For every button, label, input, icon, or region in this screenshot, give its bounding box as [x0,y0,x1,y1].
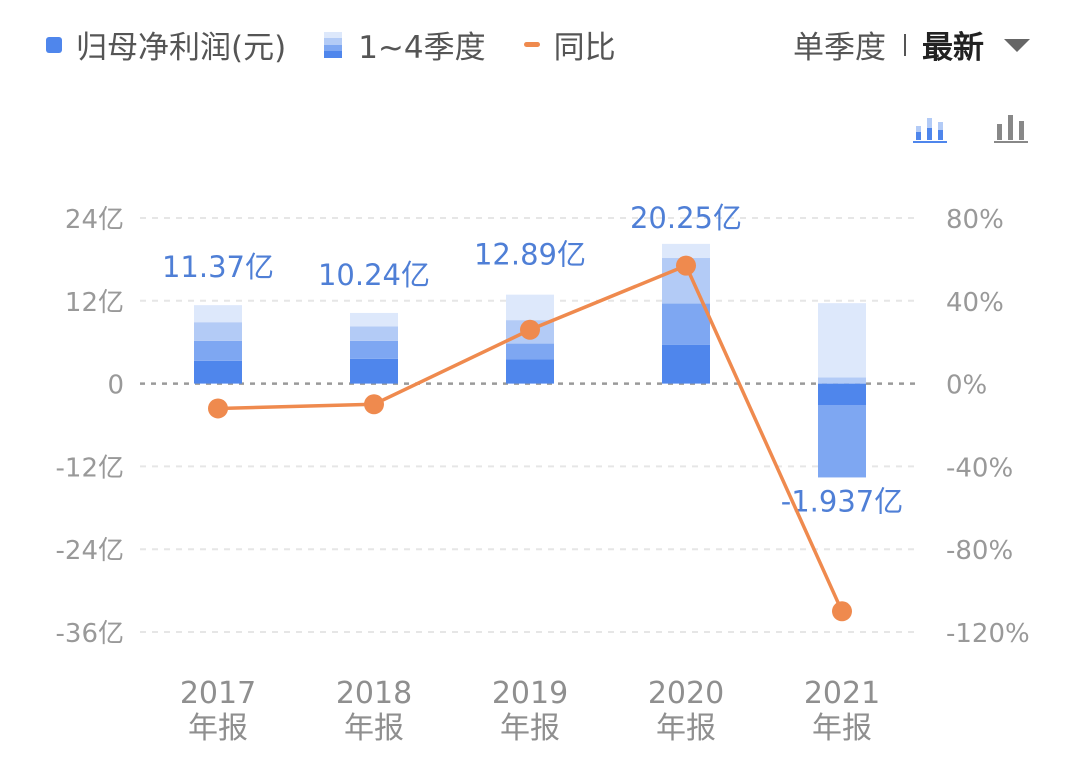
y-tick-label: 0 [107,371,124,401]
bar-segment-q2 [662,303,710,345]
legend-yoy-label: 同比 [553,30,616,66]
bar-segment-q3 [350,326,398,341]
x-tick-label-year: 2020 [648,676,724,711]
bar-segment-q4 [194,305,242,323]
bar-segment-q1 [662,344,710,384]
x-tick-label-year: 2019 [492,676,568,711]
bar-total-label: 20.25亿 [630,201,742,235]
stacked-bar-chart-icon[interactable] [912,112,948,144]
bar-segment-q1 [194,360,242,384]
bar-segment-q2 [506,343,554,360]
period-selected-value[interactable]: 最新 [922,30,984,66]
y-tick-label: -24亿 [56,536,124,566]
yoy-point [520,319,540,340]
net-profit-swatch [46,36,62,53]
x-tick-label-type: 年报 [188,711,248,746]
chevron-down-icon[interactable] [1004,39,1030,52]
period-selector[interactable]: 单季度 最新 [793,22,1030,67]
y2-tick-label: -40% [946,453,1013,483]
legend-yoy[interactable]: 同比 [523,22,616,67]
yoy-point [364,394,384,415]
legend-net-profit[interactable]: 归母净利润(元) [46,22,286,67]
x-tick-label-year: 2021 [804,676,880,711]
y-tick-label: -12亿 [56,453,124,483]
x-tick-label-year: 2017 [180,676,256,711]
quarters-swatch [324,31,343,58]
bar-segment-q2 [194,340,242,361]
period-divider [904,33,906,56]
bar-total-label: 10.24亿 [318,258,430,292]
x-tick-label-type: 年报 [812,711,872,746]
bar-segment-q4 [350,312,398,327]
y-tick-label: -36亿 [56,619,124,649]
y2-tick-label: -120% [946,619,1030,649]
x-tick-label-type: 年报 [500,711,560,746]
bar-segment-q3 [194,322,242,341]
bar-segment-q2 [350,340,398,359]
bar-segment-q4 [662,243,710,259]
bar-segment-q4 [506,294,554,321]
x-tick-label-year: 2018 [336,676,412,711]
bar-segment-q1 [818,383,866,405]
y2-tick-label: 40% [946,288,1004,318]
y2-tick-label: -80% [946,536,1013,566]
yoy-point [676,255,696,276]
y2-tick-label: 0% [946,371,987,401]
bar-segment-q1 [350,358,398,384]
legend-quarters[interactable]: 1~4季度 [324,22,486,67]
bar-total-label: -1.937亿 [781,484,904,518]
legend-quarters-label: 1~4季度 [358,30,486,66]
bar-total-label: 11.37亿 [162,250,274,284]
period-label[interactable]: 单季度 [793,30,886,66]
yoy-point [832,601,852,622]
bar-chart-icon[interactable] [993,112,1029,144]
bar-segment-q4 [818,303,866,378]
bar-segment-q1 [506,359,554,384]
legend-net-profit-label: 归母净利润(元) [76,30,287,66]
bar-segment-q2 [818,404,866,478]
y-tick-label: 12亿 [65,288,124,318]
y-tick-label: 24亿 [65,205,124,235]
bar-total-label: 12.89亿 [474,238,586,272]
bar-segment-q3 [818,377,866,384]
yoy-swatch [523,42,540,47]
y2-tick-label: 80% [946,205,1004,235]
chart-legend: 归母净利润(元) 1~4季度 同比 [46,22,654,67]
x-tick-label-type: 年报 [344,711,404,746]
x-tick-label-type: 年报 [656,711,716,746]
yoy-point [208,398,228,419]
